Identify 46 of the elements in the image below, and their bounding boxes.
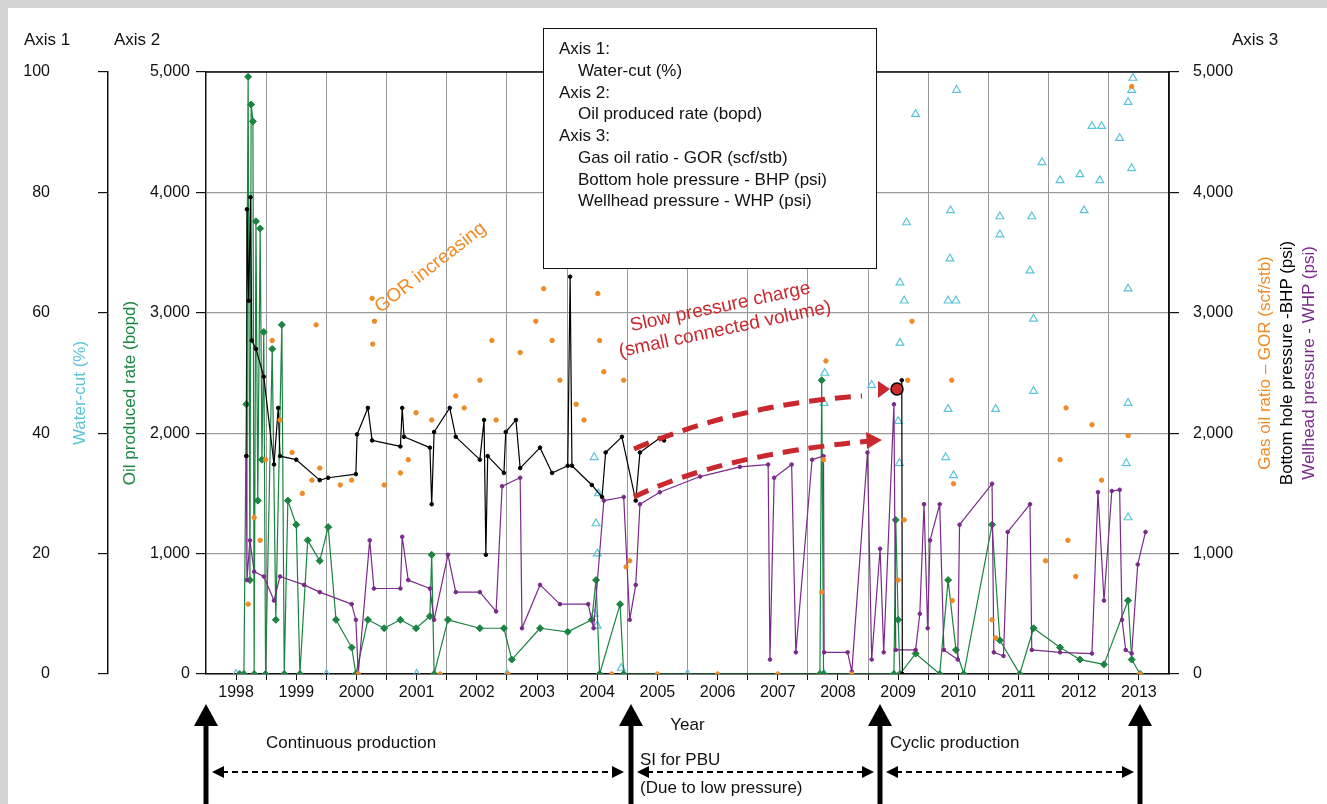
y2-tick-label: 2,000 — [149, 423, 191, 441]
y-tick-label: 40 — [32, 423, 51, 441]
x-tick-label: 2003 — [519, 683, 555, 701]
x-tick-label: 1998 — [218, 683, 254, 701]
x-tick-label: 2000 — [338, 683, 375, 701]
x-tick-label: 2006 — [699, 683, 736, 701]
y3-tick-label: 4,000 — [1193, 182, 1234, 200]
y3-tick-label: 1,000 — [1193, 544, 1234, 562]
x-tick-label: 2004 — [579, 683, 616, 701]
y2-tick-label: 0 — [181, 664, 191, 682]
y-tick-label: 100 — [23, 62, 51, 80]
x-tick-label: 2002 — [459, 683, 495, 701]
y3-tick-label: 5,000 — [1193, 62, 1234, 80]
y2-tick-label: 1,000 — [149, 544, 191, 562]
x-tick-label: 1999 — [278, 683, 315, 701]
x-tick-label: 2005 — [639, 683, 676, 701]
text: Axis 2 — [114, 30, 161, 51]
text: Continuous production — [266, 733, 437, 754]
text: Cyclic production — [890, 733, 1020, 754]
y3-tick-label: 2,000 — [1193, 423, 1234, 441]
y-tick-label: 80 — [32, 182, 51, 200]
x-tick-label: 2001 — [398, 683, 435, 701]
y-axis-title: Water-cut (%) — [69, 340, 89, 446]
y2-axis-title: Oil produced rate (bopd) — [119, 300, 139, 486]
text: SI for PBU (Due to low pressure) — [640, 749, 803, 800]
annotation: Slow pressure charge (small connected volume) — [615, 275, 834, 363]
x-tick-label: 2013 — [1121, 683, 1157, 701]
annotation: Axis 1: Water-cut (%) Axis 2: Oil produced rate (bopd) Axis 3: Gas oil ratio - GOR (scf/stb) Bottom hole pressure - BHP (psi) Wellhead pressure - WHP (psi) — [558, 38, 829, 213]
y3-tick-label: 0 — [1193, 664, 1202, 682]
y2-tick-label: 4,000 — [149, 182, 191, 200]
x-tick-label: 2010 — [940, 683, 977, 701]
text: Axis 3 — [1232, 30, 1279, 51]
x-tick-label: 2012 — [1060, 683, 1097, 701]
y3-tick-label: 3,000 — [1193, 303, 1234, 321]
x-tick-label: 2009 — [880, 683, 917, 701]
y-tick-label: 0 — [41, 664, 51, 682]
text: Axis 1 — [24, 30, 71, 51]
x-tick-label: 2011 — [1001, 683, 1036, 701]
x-tick-label: 2008 — [820, 683, 856, 701]
x-tick-label: 2007 — [759, 683, 796, 701]
y3-axis-title: Gas oil ratio – GOR (scf/stb) Bottom hole pressure -BHP (psi) Wellhead pressure - WHP (psi) — [1254, 240, 1318, 486]
y-tick-label: 60 — [32, 303, 51, 321]
y2-tick-label: 3,000 — [149, 303, 191, 321]
x-axis-title: Year — [670, 715, 706, 735]
y2-tick-label: 5,000 — [149, 62, 191, 80]
y-tick-label: 20 — [32, 544, 51, 562]
